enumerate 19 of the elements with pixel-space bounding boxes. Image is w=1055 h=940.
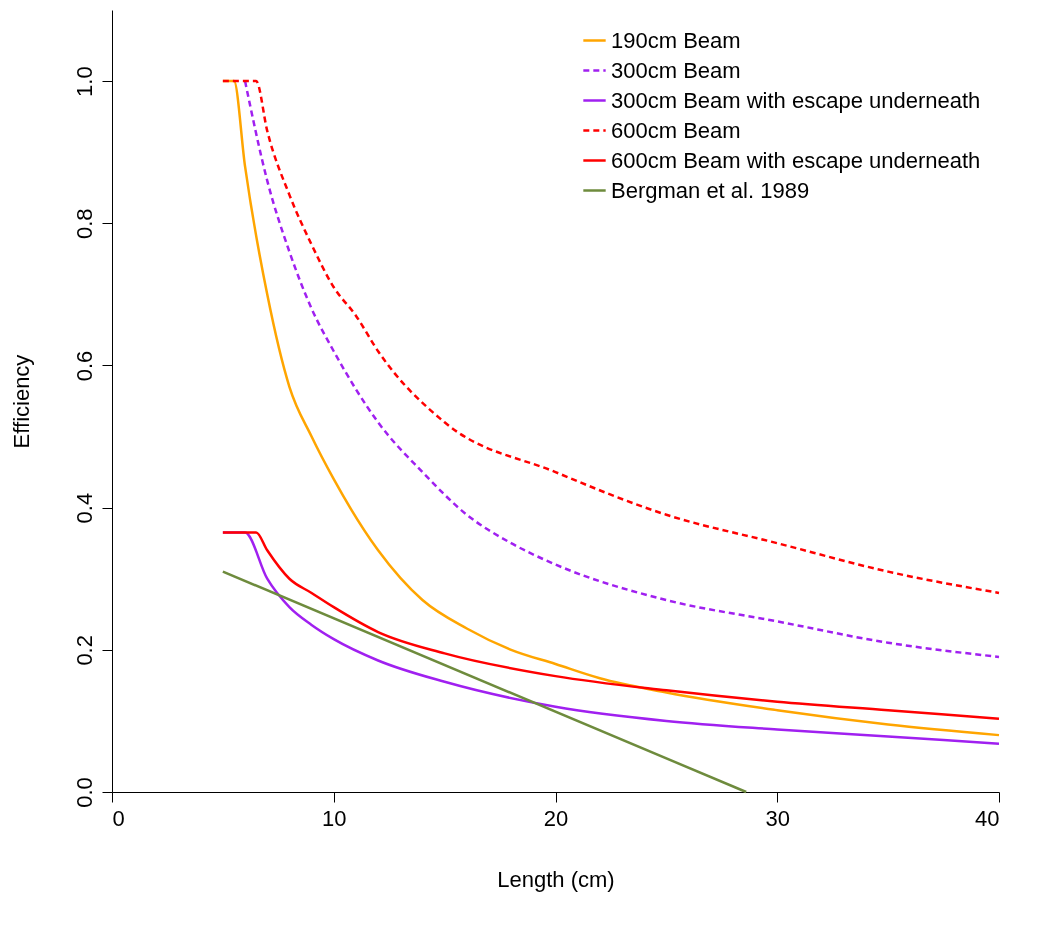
x-axis-title: Length (cm) — [497, 866, 615, 892]
y-tick-label: 0.0 — [71, 777, 97, 808]
legend-label: 190cm Beam — [611, 27, 741, 53]
legend-label: Bergman et al. 1989 — [611, 177, 810, 203]
legend-label: 300cm Beam with escape underneath — [611, 87, 981, 113]
y-tick-label: 0.8 — [71, 208, 97, 240]
y-tick-label: 0.2 — [71, 635, 97, 666]
y-tick-label: 0.4 — [71, 492, 97, 524]
y-tick-label: 1.0 — [71, 66, 97, 97]
x-tick-label: 30 — [765, 805, 790, 831]
x-tick-label: 10 — [322, 805, 347, 831]
y-axis-title: Efficiency — [8, 354, 34, 449]
x-tick-label: 20 — [543, 805, 569, 831]
x-tick-label: 40 — [975, 805, 1000, 831]
y-tick-label: 0.6 — [71, 350, 97, 382]
legend-label: 600cm Beam with escape underneath — [611, 147, 981, 173]
legend-label: 300cm Beam — [611, 57, 741, 83]
legend-label: 600cm Beam — [611, 117, 741, 143]
x-tick-label: 0 — [112, 805, 125, 831]
